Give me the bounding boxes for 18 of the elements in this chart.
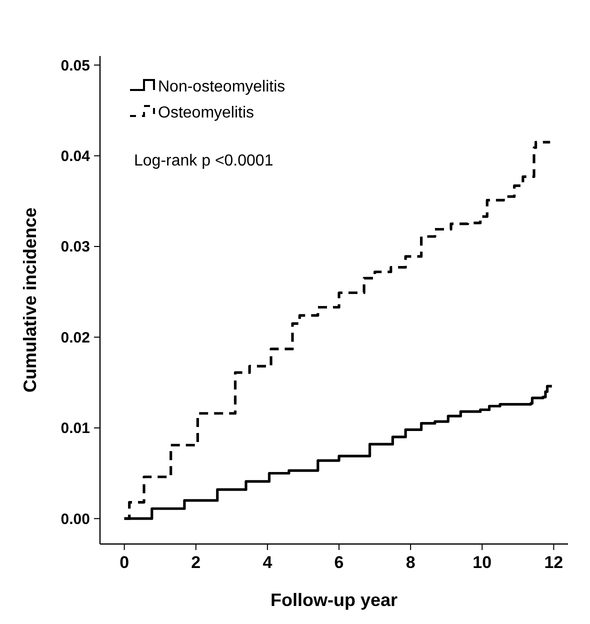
y-tick-label: 0.01 — [60, 420, 90, 438]
y-tick-label: 0.05 — [60, 57, 90, 74]
y-tick-label: 0.00 — [60, 510, 90, 528]
x-tick-label: 8 — [406, 553, 416, 572]
y-tick-label: 0.02 — [60, 329, 90, 346]
x-tick-label: 2 — [191, 553, 201, 572]
x-tick-label: 12 — [544, 553, 564, 572]
y-tick-label: 0.04 — [60, 148, 91, 166]
x-tick-label: 6 — [334, 553, 344, 572]
y-tick-label: 0.03 — [60, 238, 90, 256]
annotation: Log-rank p <0.0001 — [134, 152, 274, 170]
legend-label: Non-osteomyelitis — [158, 78, 286, 96]
y-axis-title: Cumulative incidence — [20, 207, 40, 393]
x-tick-label: 4 — [262, 553, 273, 572]
legend-label: Osteomyelitis — [158, 104, 254, 122]
x-axis-title: Follow-up year — [270, 590, 398, 610]
x-tick-label: 0 — [120, 553, 130, 572]
x-tick-label: 10 — [472, 553, 492, 572]
